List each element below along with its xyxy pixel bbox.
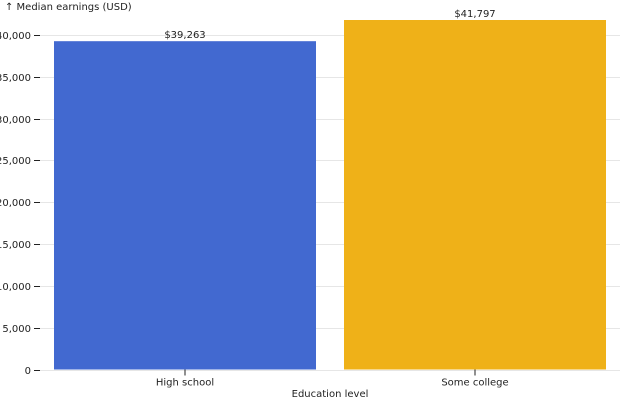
y-tick-label: 25,000 [0,156,31,167]
y-axis: 0 5,000 10,000 15,000 20,000 25,000 30,000 35,0… [0,31,40,377]
bar-some-college [344,20,606,370]
x-axis-title: Education level [292,389,369,400]
y-tick-label: 0 [25,366,31,377]
y-tick-label: 5,000 [2,324,31,335]
bars: $39,263 $41,797 [54,9,606,370]
x-tick-label: High school [156,378,214,389]
bar-value-label: $41,797 [454,9,495,20]
x-tick-label: Some college [441,378,508,389]
y-tick-label: 15,000 [0,240,31,251]
y-tick-label: 35,000 [0,73,31,84]
bar-high-school [54,41,316,370]
y-axis-title: ↑ Median earnings (USD) [5,2,132,13]
y-tick-label: 20,000 [0,198,31,209]
y-tick-label: 10,000 [0,282,31,293]
x-axis: High school Some college [156,369,509,389]
bar-value-label: $39,263 [164,30,205,41]
y-tick-label: 30,000 [0,115,31,126]
y-tick-label: 40,000 [0,31,31,42]
